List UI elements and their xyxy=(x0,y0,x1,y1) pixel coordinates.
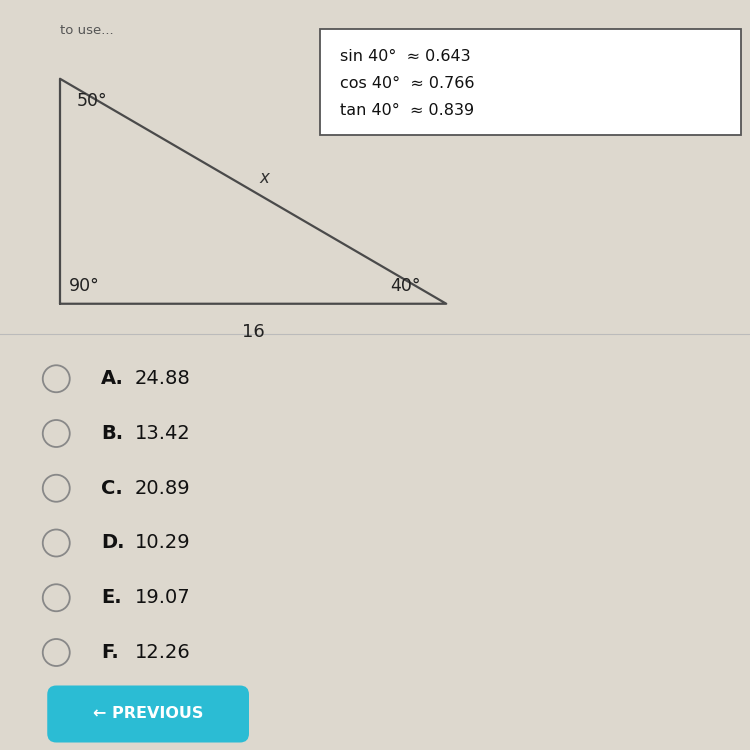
Text: cos 40°  ≈ 0.766: cos 40° ≈ 0.766 xyxy=(340,76,474,91)
Text: B.: B. xyxy=(101,424,123,443)
Text: D.: D. xyxy=(101,533,124,553)
Text: 24.88: 24.88 xyxy=(135,369,190,388)
Text: 50°: 50° xyxy=(76,92,107,110)
Text: 13.42: 13.42 xyxy=(135,424,190,443)
Text: ← PREVIOUS: ← PREVIOUS xyxy=(93,706,203,722)
Text: 40°: 40° xyxy=(390,277,421,295)
Text: A.: A. xyxy=(101,369,124,388)
Text: 16: 16 xyxy=(242,322,265,340)
Text: E.: E. xyxy=(101,588,122,608)
FancyBboxPatch shape xyxy=(47,686,249,742)
FancyBboxPatch shape xyxy=(320,29,741,135)
Text: 10.29: 10.29 xyxy=(135,533,190,553)
Text: x: x xyxy=(260,169,269,187)
Text: 12.26: 12.26 xyxy=(135,643,190,662)
Text: 20.89: 20.89 xyxy=(135,478,190,498)
Text: tan 40°  ≈ 0.839: tan 40° ≈ 0.839 xyxy=(340,103,474,118)
Text: sin 40°  ≈ 0.643: sin 40° ≈ 0.643 xyxy=(340,50,470,64)
Text: to use...: to use... xyxy=(60,24,114,37)
Text: F.: F. xyxy=(101,643,119,662)
Text: C.: C. xyxy=(101,478,123,498)
Text: 90°: 90° xyxy=(69,277,100,295)
Text: 19.07: 19.07 xyxy=(135,588,190,608)
